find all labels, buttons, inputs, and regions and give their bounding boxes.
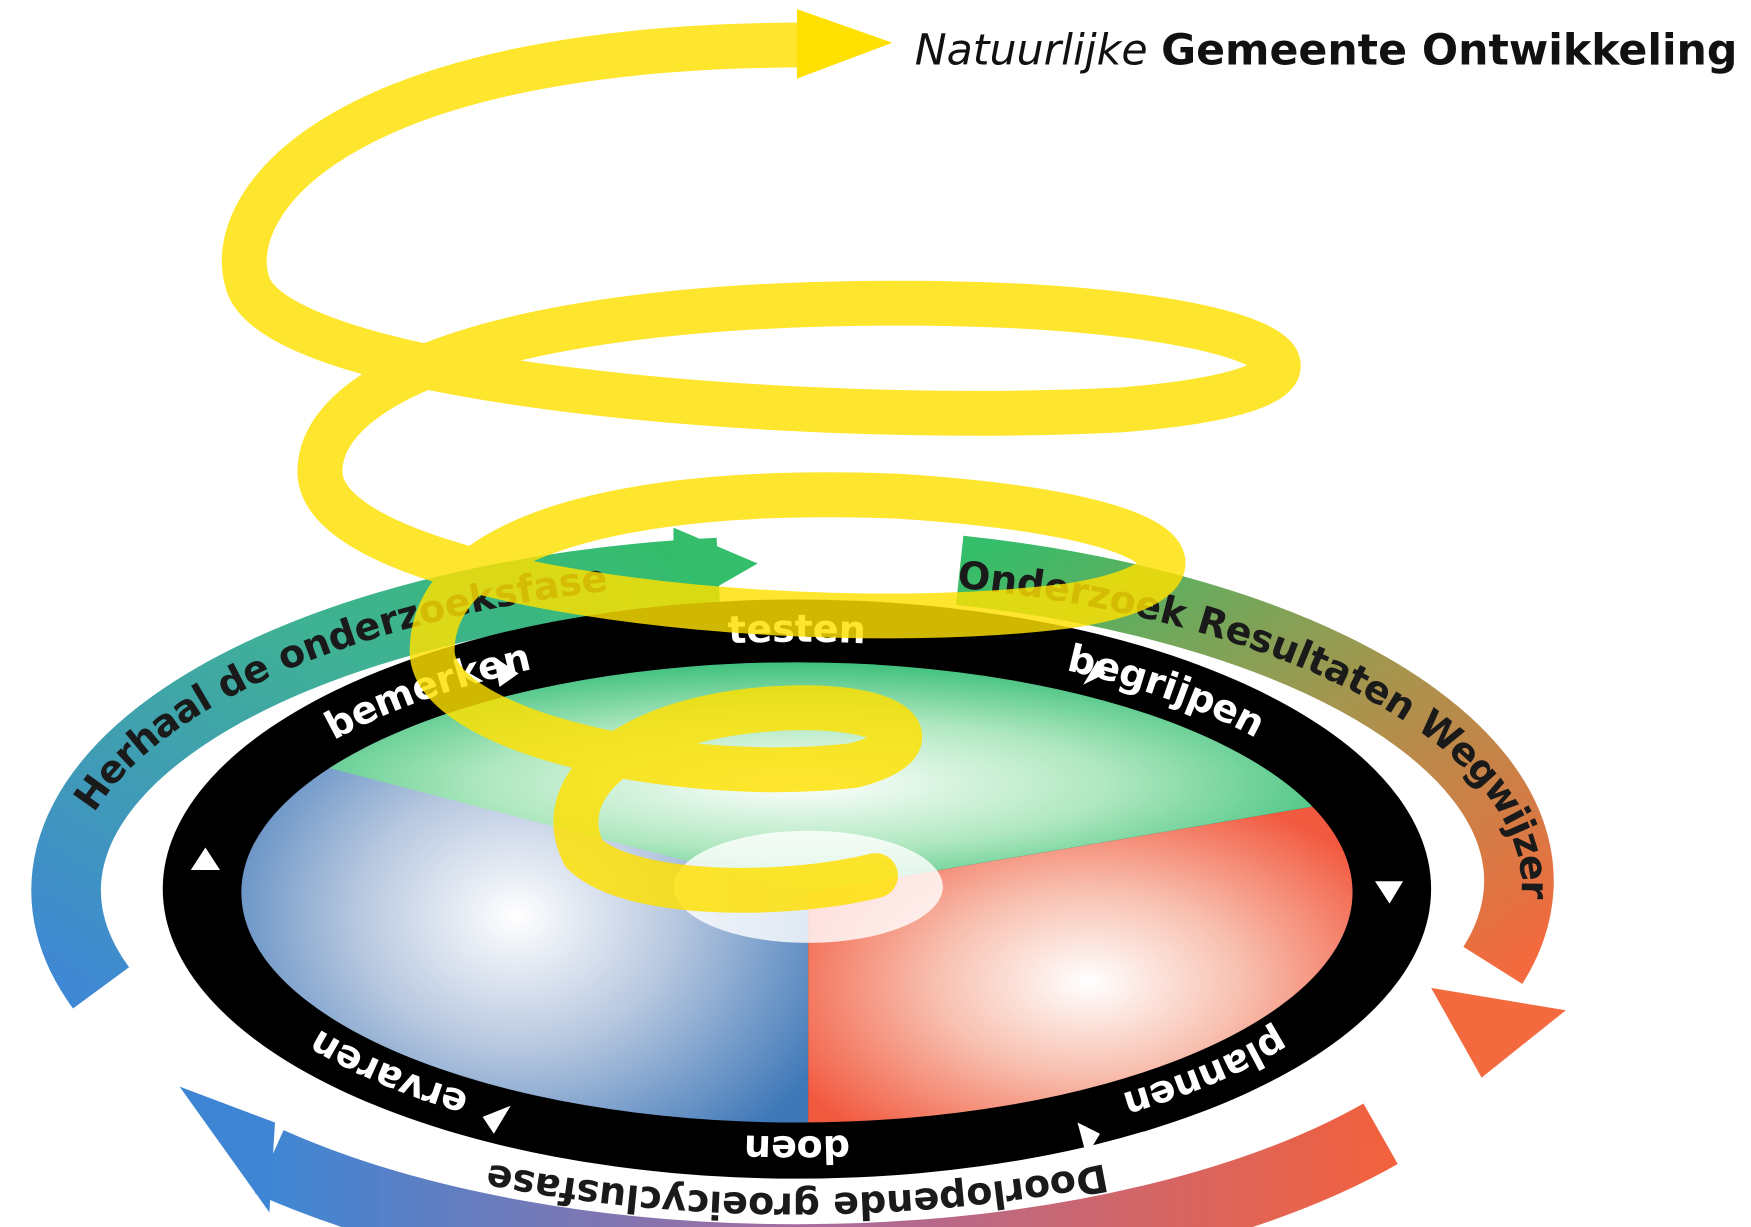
cycle-step: doen <box>743 1126 851 1171</box>
title: Natuurlijke Gemeente Ontwikkeling <box>915 26 1738 76</box>
title-light: Natuurlijke <box>915 26 1148 76</box>
diagram: Onderzoek Resultaten Wegwijzer Doorlopen… <box>0 0 1751 1227</box>
page: {"title": {"light": "Natuurlijke", "bold… <box>0 0 1751 1227</box>
title-bold: Gemeente Ontwikkeling <box>1161 26 1737 76</box>
cycle-step: doen <box>743 1126 851 1171</box>
